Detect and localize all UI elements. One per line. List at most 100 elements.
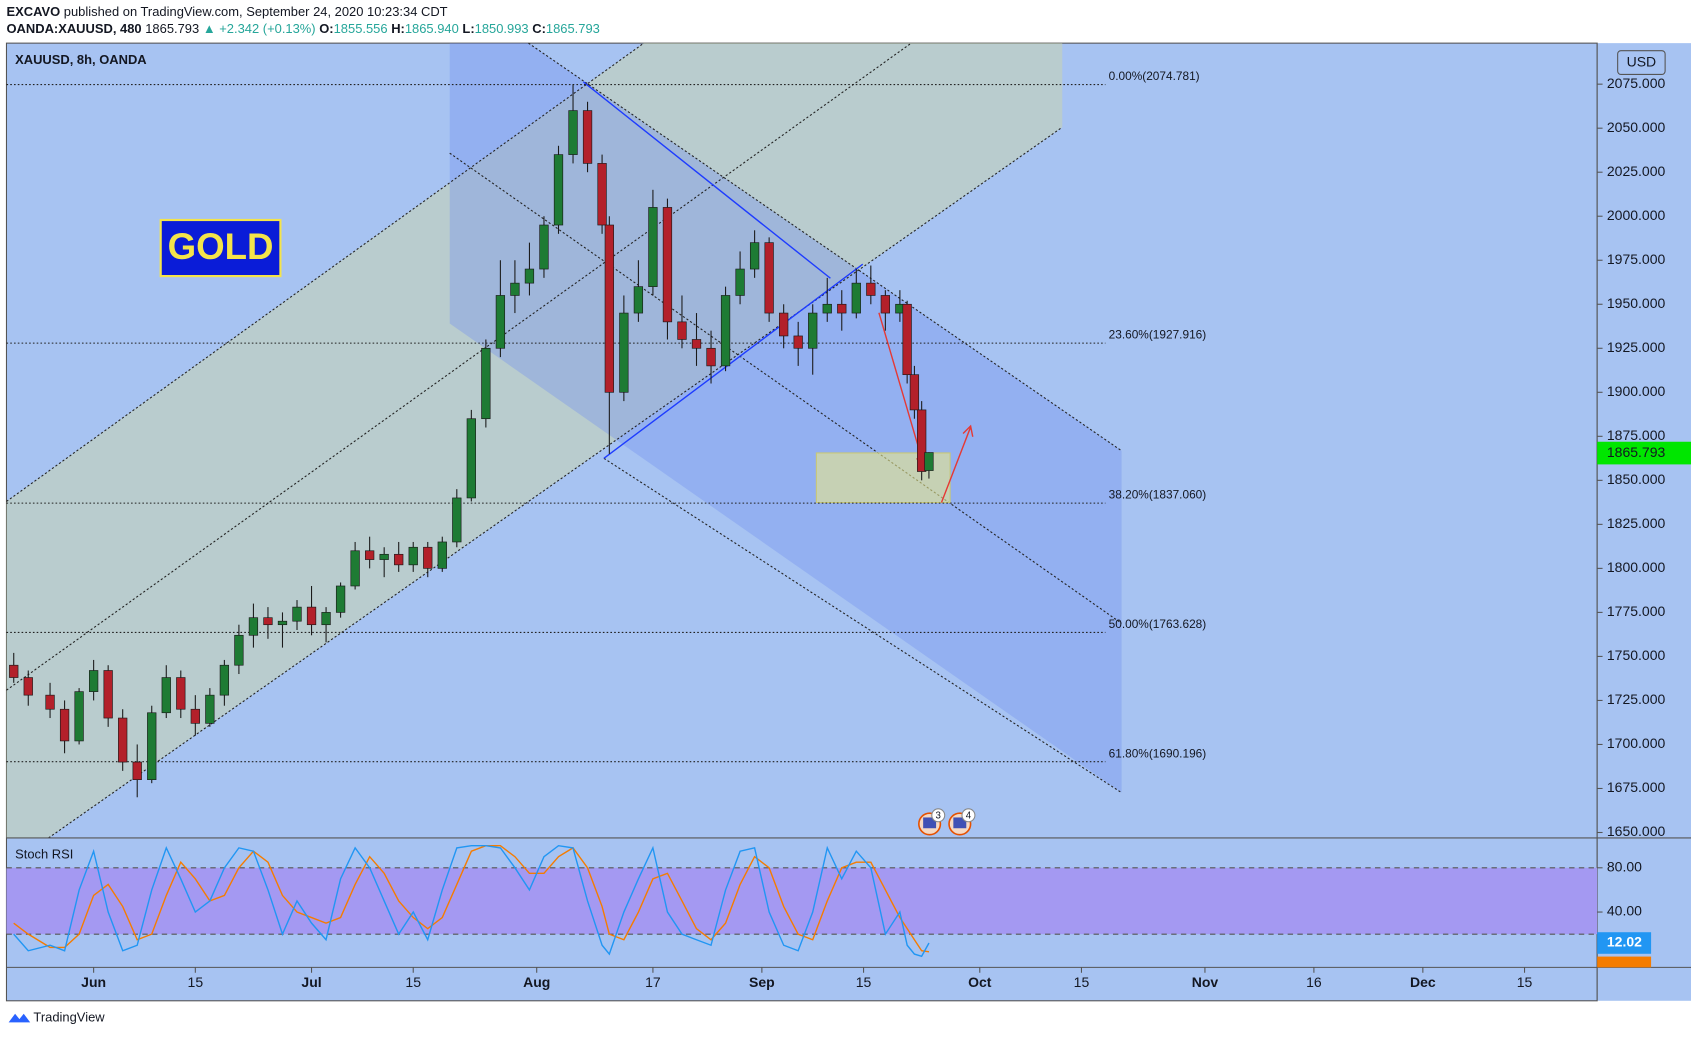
event-count: 4 (966, 810, 972, 821)
fib-label: 50.00%(1763.628) (1109, 617, 1207, 631)
candle-body (379, 553, 389, 560)
falling-channel (449, 43, 1122, 793)
candle-body (706, 347, 716, 367)
y-tick-label: 1725.000 (1607, 691, 1666, 707)
candle-body (103, 670, 113, 719)
y-tick-label: 1700.000 (1607, 735, 1666, 751)
stoch-line (13, 845, 930, 953)
ohlc-value: 1855.556 (334, 22, 388, 37)
value-label: 12.02 (1607, 934, 1642, 950)
y-tick-label: 40.00 (1607, 903, 1642, 919)
x-tick-label: 16 (1306, 974, 1322, 990)
pane-title: XAUUSD, 8h, OANDA (15, 52, 147, 67)
candle-body (866, 282, 876, 296)
channel-line (603, 457, 1122, 794)
candle-body (539, 224, 549, 270)
badge-box (159, 218, 282, 278)
candle-body (779, 312, 789, 337)
fib-label: 23.60%(1927.916) (1109, 328, 1207, 342)
band (6, 867, 1598, 935)
candle-body (553, 154, 564, 226)
y-tick-label: 1975.000 (1607, 251, 1666, 267)
candle-body (495, 295, 506, 349)
price-axis-bg (1597, 43, 1691, 1001)
pane-title: Stoch RSI (15, 847, 73, 862)
candle-body (822, 303, 832, 314)
fib-label: 38.20%(1837.060) (1109, 488, 1207, 502)
candle-body (176, 677, 186, 710)
ohlc-value: 1865.793 (546, 22, 600, 37)
candle-body (837, 303, 847, 314)
y-tick-label: 1800.000 (1607, 559, 1666, 575)
candle-body (394, 553, 404, 566)
symbol: OANDA:XAUUSD, 480 (6, 22, 141, 37)
y-tick-label: 1675.000 (1607, 779, 1666, 795)
event-flag (923, 817, 937, 829)
y-tick-label: 1650.000 (1607, 823, 1666, 839)
candle-body (749, 242, 760, 270)
ohlc-label: L: (462, 22, 474, 37)
quote-line: OANDA:XAUUSD, 480 1865.793 ▲ +2.342 (+0.… (6, 22, 599, 37)
candle-body (880, 295, 890, 314)
channel-line (528, 42, 1122, 452)
candle-body (190, 708, 200, 724)
value-label-box (1597, 956, 1652, 968)
change: +2.342 (+0.13%) (219, 22, 315, 37)
x-tick-label: 15 (405, 974, 421, 990)
x-tick-label: Dec (1410, 974, 1436, 990)
candle-body (219, 664, 230, 696)
candle-body (437, 541, 447, 569)
candle-body (924, 452, 934, 471)
y-tick-label: 1825.000 (1607, 515, 1666, 531)
price-label: 1865.793 (1607, 444, 1666, 460)
author: EXCAVO (6, 4, 60, 19)
candle-body (909, 374, 920, 411)
currency-box (1617, 50, 1666, 75)
candle-body (568, 110, 578, 155)
drawings: GOLD (6, 42, 1122, 839)
y-tick-label: 1900.000 (1607, 383, 1666, 399)
candle-body (45, 694, 55, 710)
event-badge (931, 808, 946, 823)
event-badge (961, 808, 976, 823)
candle-body (662, 207, 673, 323)
candle-body (132, 761, 142, 780)
channel-line (449, 152, 1122, 624)
published: published on TradingView.com, September … (64, 4, 448, 19)
ohlc-value: 1865.940 (405, 22, 459, 37)
y-tick-label: 2025.000 (1607, 163, 1666, 179)
candle-body (74, 691, 84, 742)
x-tick-label: Nov (1192, 974, 1219, 990)
candle-body (524, 268, 535, 284)
candle-body (902, 303, 912, 376)
y-tick-label: 80.00 (1607, 858, 1642, 874)
candle-body (292, 606, 302, 622)
y-tick-label: 1750.000 (1607, 647, 1666, 663)
y-tick-label: 1850.000 (1607, 471, 1666, 487)
candle-body (9, 664, 19, 678)
ohlc-label: H: (391, 22, 405, 37)
candle-body (321, 612, 331, 626)
candle-body (851, 282, 861, 314)
candle-body (720, 295, 731, 367)
candles (9, 84, 934, 798)
candle-body (735, 268, 745, 296)
y-tick-label: 2000.000 (1607, 207, 1666, 223)
ohlc-value: 1850.993 (475, 22, 529, 37)
candle-body (793, 335, 803, 349)
arrow (878, 312, 925, 468)
arrow (940, 426, 972, 503)
trend-line (603, 263, 864, 459)
ohlc-label: C: (532, 22, 546, 37)
candle-body (633, 286, 644, 314)
x-tick-label: Jul (301, 974, 321, 990)
header-line: EXCAVO published on TradingView.com, Sep… (6, 4, 447, 19)
fib-label: 61.80%(1690.196) (1109, 746, 1207, 760)
x-tick-label: Aug (523, 974, 550, 990)
x-tick-label: 15 (188, 974, 204, 990)
value-label-box (1597, 932, 1652, 954)
x-tick-label: Oct (968, 974, 992, 990)
candle-body (604, 224, 614, 393)
